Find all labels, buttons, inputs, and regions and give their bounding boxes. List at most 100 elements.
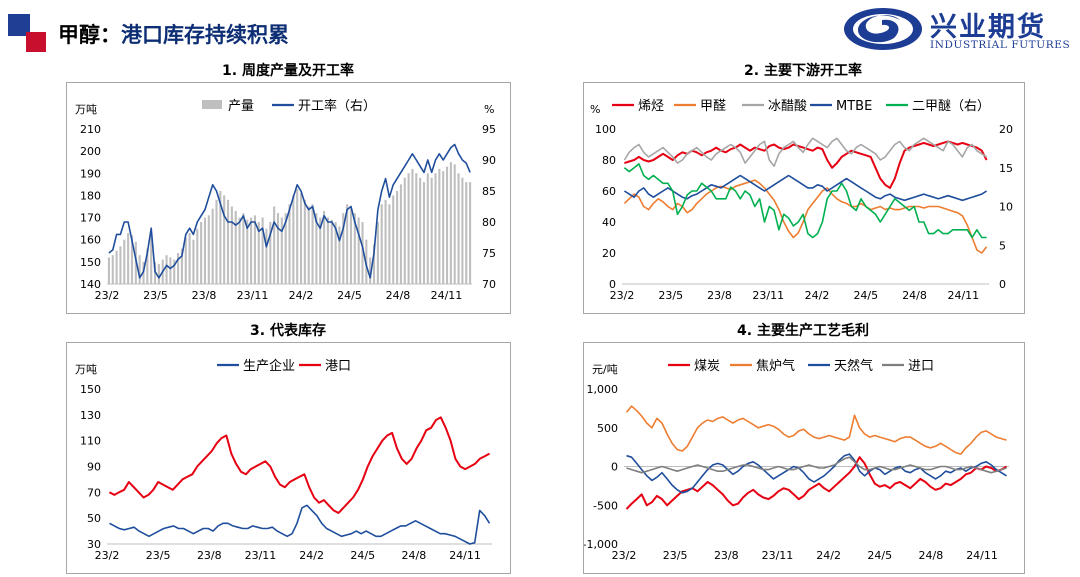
legend-label-进口: 进口 [908, 359, 934, 374]
x-tick-label: 24/5 [867, 549, 892, 562]
bar-产量 [207, 215, 210, 284]
bar-产量 [338, 226, 341, 284]
bar-产量 [392, 195, 395, 284]
x-tick-label: 23/11 [237, 289, 269, 302]
bar-产量 [342, 213, 345, 284]
x-tick-label: 23/2 [95, 289, 120, 302]
x-tick-label: 23/2 [95, 549, 120, 562]
chart-2-title: 2. 主要下游开工率 [744, 63, 862, 79]
y-tick-label: 60 [602, 185, 616, 198]
bar-产量 [111, 255, 114, 284]
x-tick-label: 23/11 [245, 549, 277, 562]
y-tick-label: 140 [80, 278, 101, 291]
bar-产量 [280, 217, 283, 284]
series-line-甲醛 [623, 179, 988, 254]
x-tick-label: 24/2 [805, 289, 830, 302]
y-tick-label: -500 [593, 499, 618, 512]
series-line-港口 [108, 416, 491, 514]
bar-产量 [357, 217, 360, 284]
x-tick-label: 23/5 [663, 549, 688, 562]
series-line-焦炉气 [625, 405, 1007, 455]
bar-产量 [196, 228, 199, 284]
x-tick-label: 24/11 [431, 289, 463, 302]
y-right-tick-label: 20 [999, 123, 1013, 136]
bar-产量 [119, 246, 122, 284]
y-tick-label: 80 [602, 154, 616, 167]
header-accent-blue-square [8, 14, 30, 36]
series-line-天然气 [626, 453, 1007, 494]
bar-产量 [242, 213, 245, 284]
y-tick-label: 0 [609, 278, 616, 291]
bar-产量 [226, 199, 230, 284]
y-tick-label: 0 [611, 461, 618, 474]
y-tick-label: 90 [87, 461, 101, 474]
bar-产量 [146, 248, 149, 284]
bar-产量 [453, 164, 456, 284]
y-tick-label: 1,000 [587, 383, 619, 396]
x-tick-label: 23/8 [714, 549, 739, 562]
bar-产量 [180, 248, 183, 284]
y-tick-label: 50 [87, 512, 101, 525]
bar-产量 [165, 255, 168, 284]
x-tick-label: 24/11 [966, 549, 998, 562]
x-tick-label: 23/2 [612, 549, 637, 562]
y-tick-label: 190 [80, 167, 101, 180]
logo-cn-text: 兴业期货 [930, 12, 1046, 43]
bar-产量 [215, 199, 218, 284]
y-tick-label: 20 [602, 247, 616, 260]
legend-label-煤炭: 煤炭 [694, 359, 720, 374]
bar-产量 [288, 204, 291, 284]
bar-产量 [173, 259, 176, 284]
bar-产量 [372, 244, 376, 284]
x-tick-label: 24/11 [449, 549, 481, 562]
x-tick-label: 23/5 [146, 549, 171, 562]
y-tick-label: 180 [80, 189, 101, 202]
bar-产量 [299, 193, 303, 284]
bar-产量 [461, 177, 464, 284]
y-right-tick-label: 10 [999, 201, 1013, 214]
bar-产量 [430, 177, 433, 284]
bar-产量 [276, 213, 280, 284]
series-line-冰醋酸 [623, 137, 988, 167]
y-axis-unit-label: 万吨 [75, 103, 97, 116]
bar-产量 [250, 217, 253, 284]
x-tick-label: 24/11 [947, 289, 979, 302]
bar-产量 [323, 210, 326, 284]
bar-产量 [399, 184, 402, 284]
x-tick-label: 24/2 [289, 289, 314, 302]
y-tick-label: 150 [80, 256, 101, 269]
bar-产量 [219, 191, 222, 284]
y-tick-label: 30 [87, 538, 101, 551]
y-right-tick-label: 0 [999, 278, 1006, 291]
x-tick-label: 23/8 [197, 549, 222, 562]
series-line-进口 [626, 456, 1007, 474]
bar-产量 [223, 195, 226, 284]
chart-3-title: 3. 代表库存 [250, 323, 326, 339]
bar-产量 [200, 222, 203, 284]
bar-产量 [457, 173, 460, 284]
y-tick-label: 150 [80, 383, 101, 396]
bar-产量 [445, 166, 449, 284]
y-tick-label: 130 [80, 409, 101, 422]
bar-产量 [130, 235, 134, 284]
bar-产量 [234, 210, 237, 284]
page-title: 甲醇：港口库存持续积累 [58, 19, 289, 49]
x-tick-label: 23/2 [610, 289, 635, 302]
bar-产量 [307, 206, 310, 284]
bar-产量 [157, 264, 160, 284]
y-axis-unit-label: 元/吨 [592, 363, 618, 376]
chart-4-panel: 元/吨 1,000 500 0 -500 -1,000 23/2 23/5 23/8 23/11 2… [583, 342, 1025, 574]
bar-产量 [330, 219, 333, 284]
y-tick-label: 110 [80, 435, 101, 448]
bar-产量 [265, 228, 268, 284]
y-tick-label: 170 [80, 212, 101, 225]
bar-产量 [396, 191, 399, 284]
x-tick-label: 24/8 [919, 549, 944, 562]
legend-label-天然气: 天然气 [834, 358, 873, 374]
bar-产量 [188, 233, 191, 284]
bar-产量 [253, 215, 256, 284]
bar-产量 [403, 177, 406, 284]
bar-产量 [442, 171, 445, 284]
bar-产量 [230, 206, 233, 284]
